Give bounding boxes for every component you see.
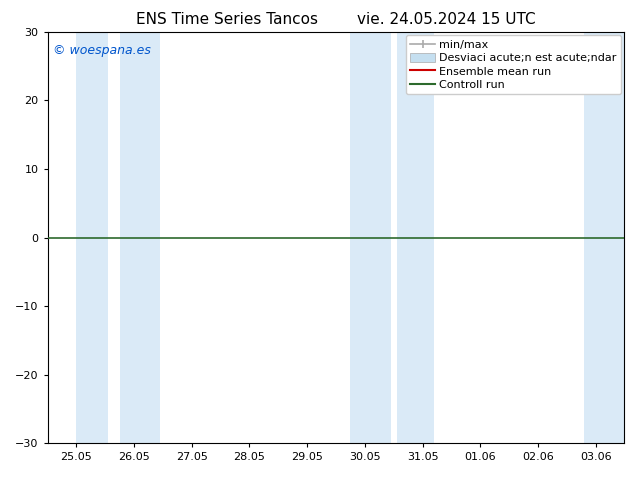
Bar	[397, 32, 434, 443]
Text: © woespana.es: © woespana.es	[53, 44, 151, 57]
Bar	[120, 32, 160, 443]
Bar	[77, 32, 108, 443]
Title: ENS Time Series Tancos        vie. 24.05.2024 15 UTC: ENS Time Series Tancos vie. 24.05.2024 1…	[136, 12, 536, 26]
Bar	[351, 32, 391, 443]
Bar	[584, 32, 624, 443]
Legend: min/max, Desviaci acute;n est acute;ndar, Ensemble mean run, Controll run: min/max, Desviaci acute;n est acute;ndar…	[406, 35, 621, 94]
